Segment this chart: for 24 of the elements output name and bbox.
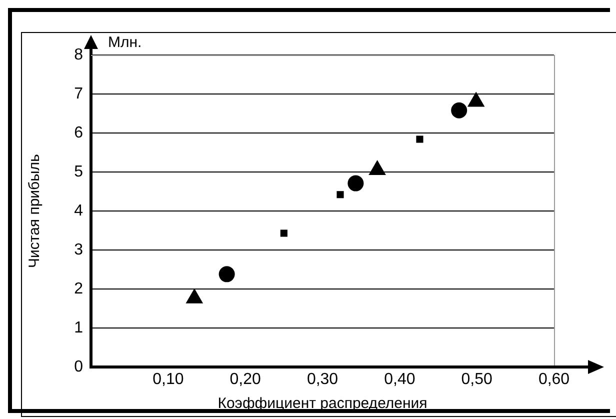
x-tick-label: 0,50	[461, 371, 493, 388]
y-tick-label: 5	[74, 163, 84, 180]
point	[416, 136, 424, 143]
y-tick-label: 3	[74, 241, 84, 258]
y-tick-label: 1	[74, 319, 84, 336]
y-axis-title: Чистая прибыль	[26, 154, 44, 268]
point	[218, 266, 235, 282]
point	[336, 191, 344, 198]
x-axis-title: Коэффициент распределения	[218, 395, 428, 412]
x-tick-label: 0,30	[306, 371, 338, 388]
x-tick-label: 0,20	[230, 371, 262, 388]
x-tick-label: 0,10	[152, 371, 184, 388]
point	[348, 175, 364, 192]
y-tick-label: 4	[74, 202, 84, 220]
point	[451, 102, 468, 118]
y-tick-label: 7	[74, 85, 84, 102]
y-tick-label: 6	[74, 124, 84, 142]
y-tick-label: 8	[74, 46, 84, 64]
y-tick-label: 2	[74, 280, 84, 298]
x-tick-label: 0,60	[538, 371, 570, 388]
y-tick-label: 0	[74, 358, 84, 376]
x-tick-label: 0,40	[384, 371, 416, 388]
text: Млн.	[108, 34, 142, 52]
point	[280, 230, 288, 237]
